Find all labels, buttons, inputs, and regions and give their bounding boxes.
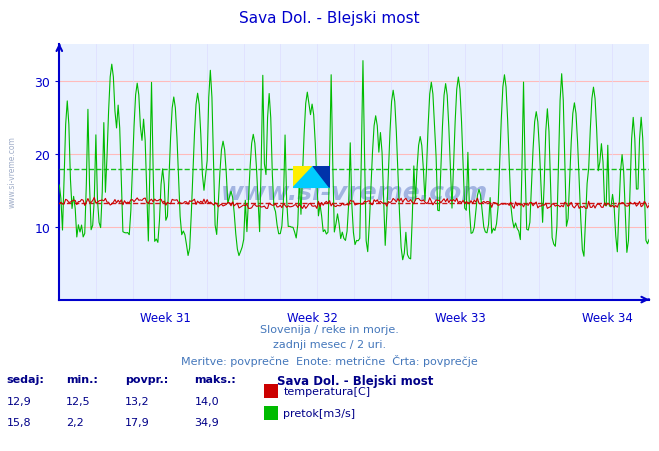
Text: 12,9: 12,9 [7,396,32,406]
Text: 2,2: 2,2 [66,418,84,428]
Text: povpr.:: povpr.: [125,374,169,384]
Text: 13,2: 13,2 [125,396,150,406]
Text: 14,0: 14,0 [194,396,219,406]
Text: Week 33: Week 33 [435,311,486,324]
Text: Week 34: Week 34 [583,311,633,324]
Text: sedaj:: sedaj: [7,374,44,384]
Text: Meritve: povprečne  Enote: metrične  Črta: povprečje: Meritve: povprečne Enote: metrične Črta:… [181,354,478,366]
Text: Week 32: Week 32 [287,311,338,324]
Text: 34,9: 34,9 [194,418,219,428]
Polygon shape [293,167,330,188]
Text: zadnji mesec / 2 uri.: zadnji mesec / 2 uri. [273,339,386,349]
Text: 17,9: 17,9 [125,418,150,428]
Polygon shape [313,167,330,188]
Text: www.si-vreme.com: www.si-vreme.com [221,181,488,205]
Text: maks.:: maks.: [194,374,236,384]
Text: Sava Dol. - Blejski most: Sava Dol. - Blejski most [277,374,433,387]
Text: Week 31: Week 31 [140,311,191,324]
Text: www.si-vreme.com: www.si-vreme.com [8,135,17,207]
Text: 15,8: 15,8 [7,418,31,428]
Text: temperatura[C]: temperatura[C] [283,387,370,396]
Text: 12,5: 12,5 [66,396,90,406]
Text: min.:: min.: [66,374,98,384]
Text: Sava Dol. - Blejski most: Sava Dol. - Blejski most [239,11,420,26]
Text: Slovenija / reke in morje.: Slovenija / reke in morje. [260,325,399,335]
Text: pretok[m3/s]: pretok[m3/s] [283,408,355,418]
Polygon shape [293,167,313,188]
